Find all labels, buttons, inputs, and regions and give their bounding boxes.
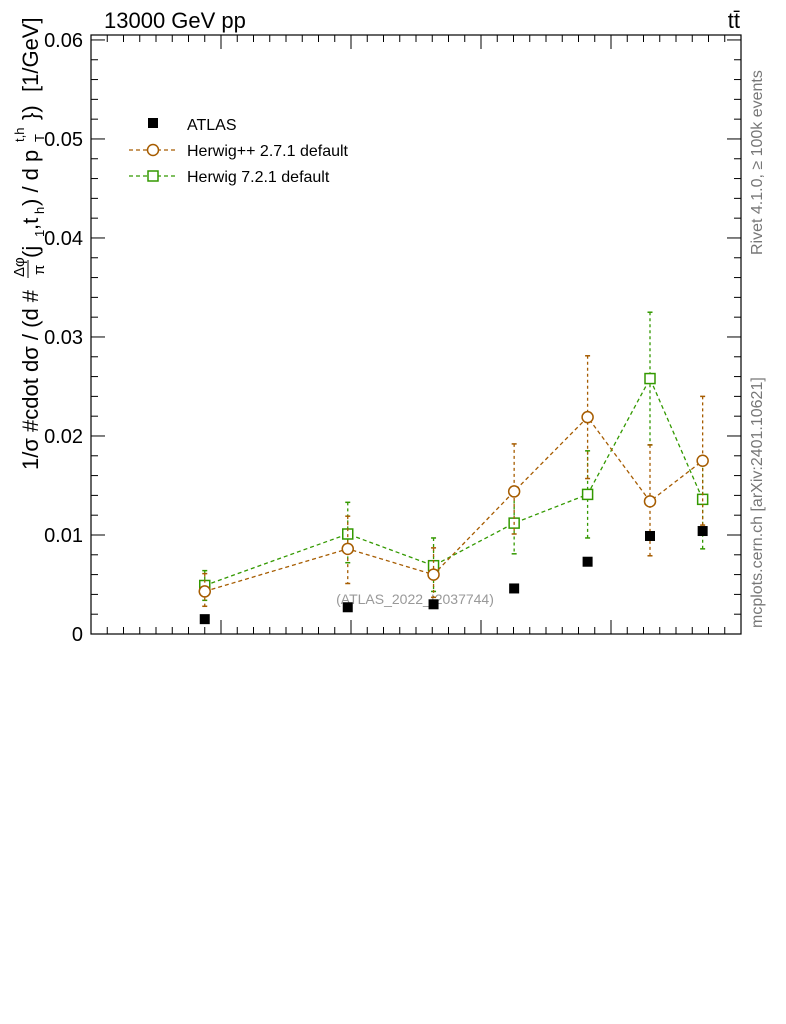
data-point <box>428 599 439 610</box>
y-label-frac-den: π <box>31 265 48 275</box>
legend-atlas-marker <box>148 118 158 128</box>
mcplots-label: mcplots.cern.ch [arXiv:2401.10621] <box>749 377 766 628</box>
data-point <box>509 583 520 594</box>
data-point <box>342 602 353 613</box>
y-label-comma: ,t <box>18 218 43 230</box>
y-label-mid: (j <box>18 246 43 258</box>
y-label-sub1: 1 <box>32 230 47 237</box>
y-label-unit: [1/GeV] <box>18 17 43 92</box>
legend-herwig7-label: Herwig 7.2.1 default <box>187 169 330 186</box>
legend-herwigpp-marker <box>146 143 160 157</box>
data-point <box>645 530 655 541</box>
data-point <box>427 568 440 581</box>
data-point <box>581 410 594 424</box>
data-point <box>507 485 521 498</box>
y-label-sup: t,h <box>12 128 27 142</box>
series-layer <box>198 311 709 625</box>
y-axis-label: 1/σ #cdot dσ / (d # Δφ π (j 1 ,t h ) / d… <box>11 17 48 470</box>
process-label: 13000 GeV pp <box>104 8 246 33</box>
y-label-sub-t: T <box>32 134 47 142</box>
data-point <box>696 454 709 467</box>
y-tick-label: 0.01 <box>44 525 83 547</box>
series-line <box>204 416 704 593</box>
legend-herwig7-marker <box>147 170 159 182</box>
y-tick-label: 0.06 <box>44 30 83 52</box>
data-point <box>697 526 708 537</box>
legend-entry-herwigpp: Herwig++ 2.7.1 default <box>129 143 349 160</box>
rivet-version-label: Rivet 4.1.0, ≥ 100k events <box>749 70 766 255</box>
y-label-pre: 1/σ #cdot dσ / (d # <box>18 289 43 470</box>
y-tick-label: 0.05 <box>44 129 83 151</box>
y-label-post: ) / d p <box>18 150 43 206</box>
y-label-sub2: h <box>32 207 47 214</box>
x-axis <box>90 35 742 634</box>
data-point <box>198 585 211 598</box>
series-2 <box>199 311 709 602</box>
series-0 <box>199 526 708 625</box>
legend-entry-atlas: ATLAS <box>148 117 237 134</box>
series-1 <box>198 355 709 608</box>
data-point <box>341 542 354 556</box>
legend: ATLAS Herwig++ 2.7.1 default Herwig 7.2.… <box>129 117 349 186</box>
data-point <box>644 372 656 385</box>
y-label-brace: }) <box>18 105 43 120</box>
data-point <box>643 495 657 508</box>
y-label-frac-num: Δφ <box>11 257 28 277</box>
data-point <box>582 556 593 567</box>
legend-herwigpp-label: Herwig++ 2.7.1 default <box>187 143 349 160</box>
analysis-watermark: (ATLAS_2022_I2037744) <box>336 591 494 607</box>
legend-atlas-label: ATLAS <box>187 117 237 134</box>
y-tick-label: 0.02 <box>44 426 83 448</box>
y-axis: 0 0.01 0.02 0.03 0.04 0.05 0.06 <box>44 30 741 646</box>
data-point <box>581 488 594 501</box>
channel-label: tt̄ <box>728 8 740 33</box>
y-tick-label: 0 <box>72 624 83 646</box>
y-tick-label: 0.03 <box>44 327 83 349</box>
data-point <box>199 614 210 625</box>
legend-entry-herwig7: Herwig 7.2.1 default <box>129 169 330 186</box>
y-tick-label: 0.04 <box>44 228 83 250</box>
